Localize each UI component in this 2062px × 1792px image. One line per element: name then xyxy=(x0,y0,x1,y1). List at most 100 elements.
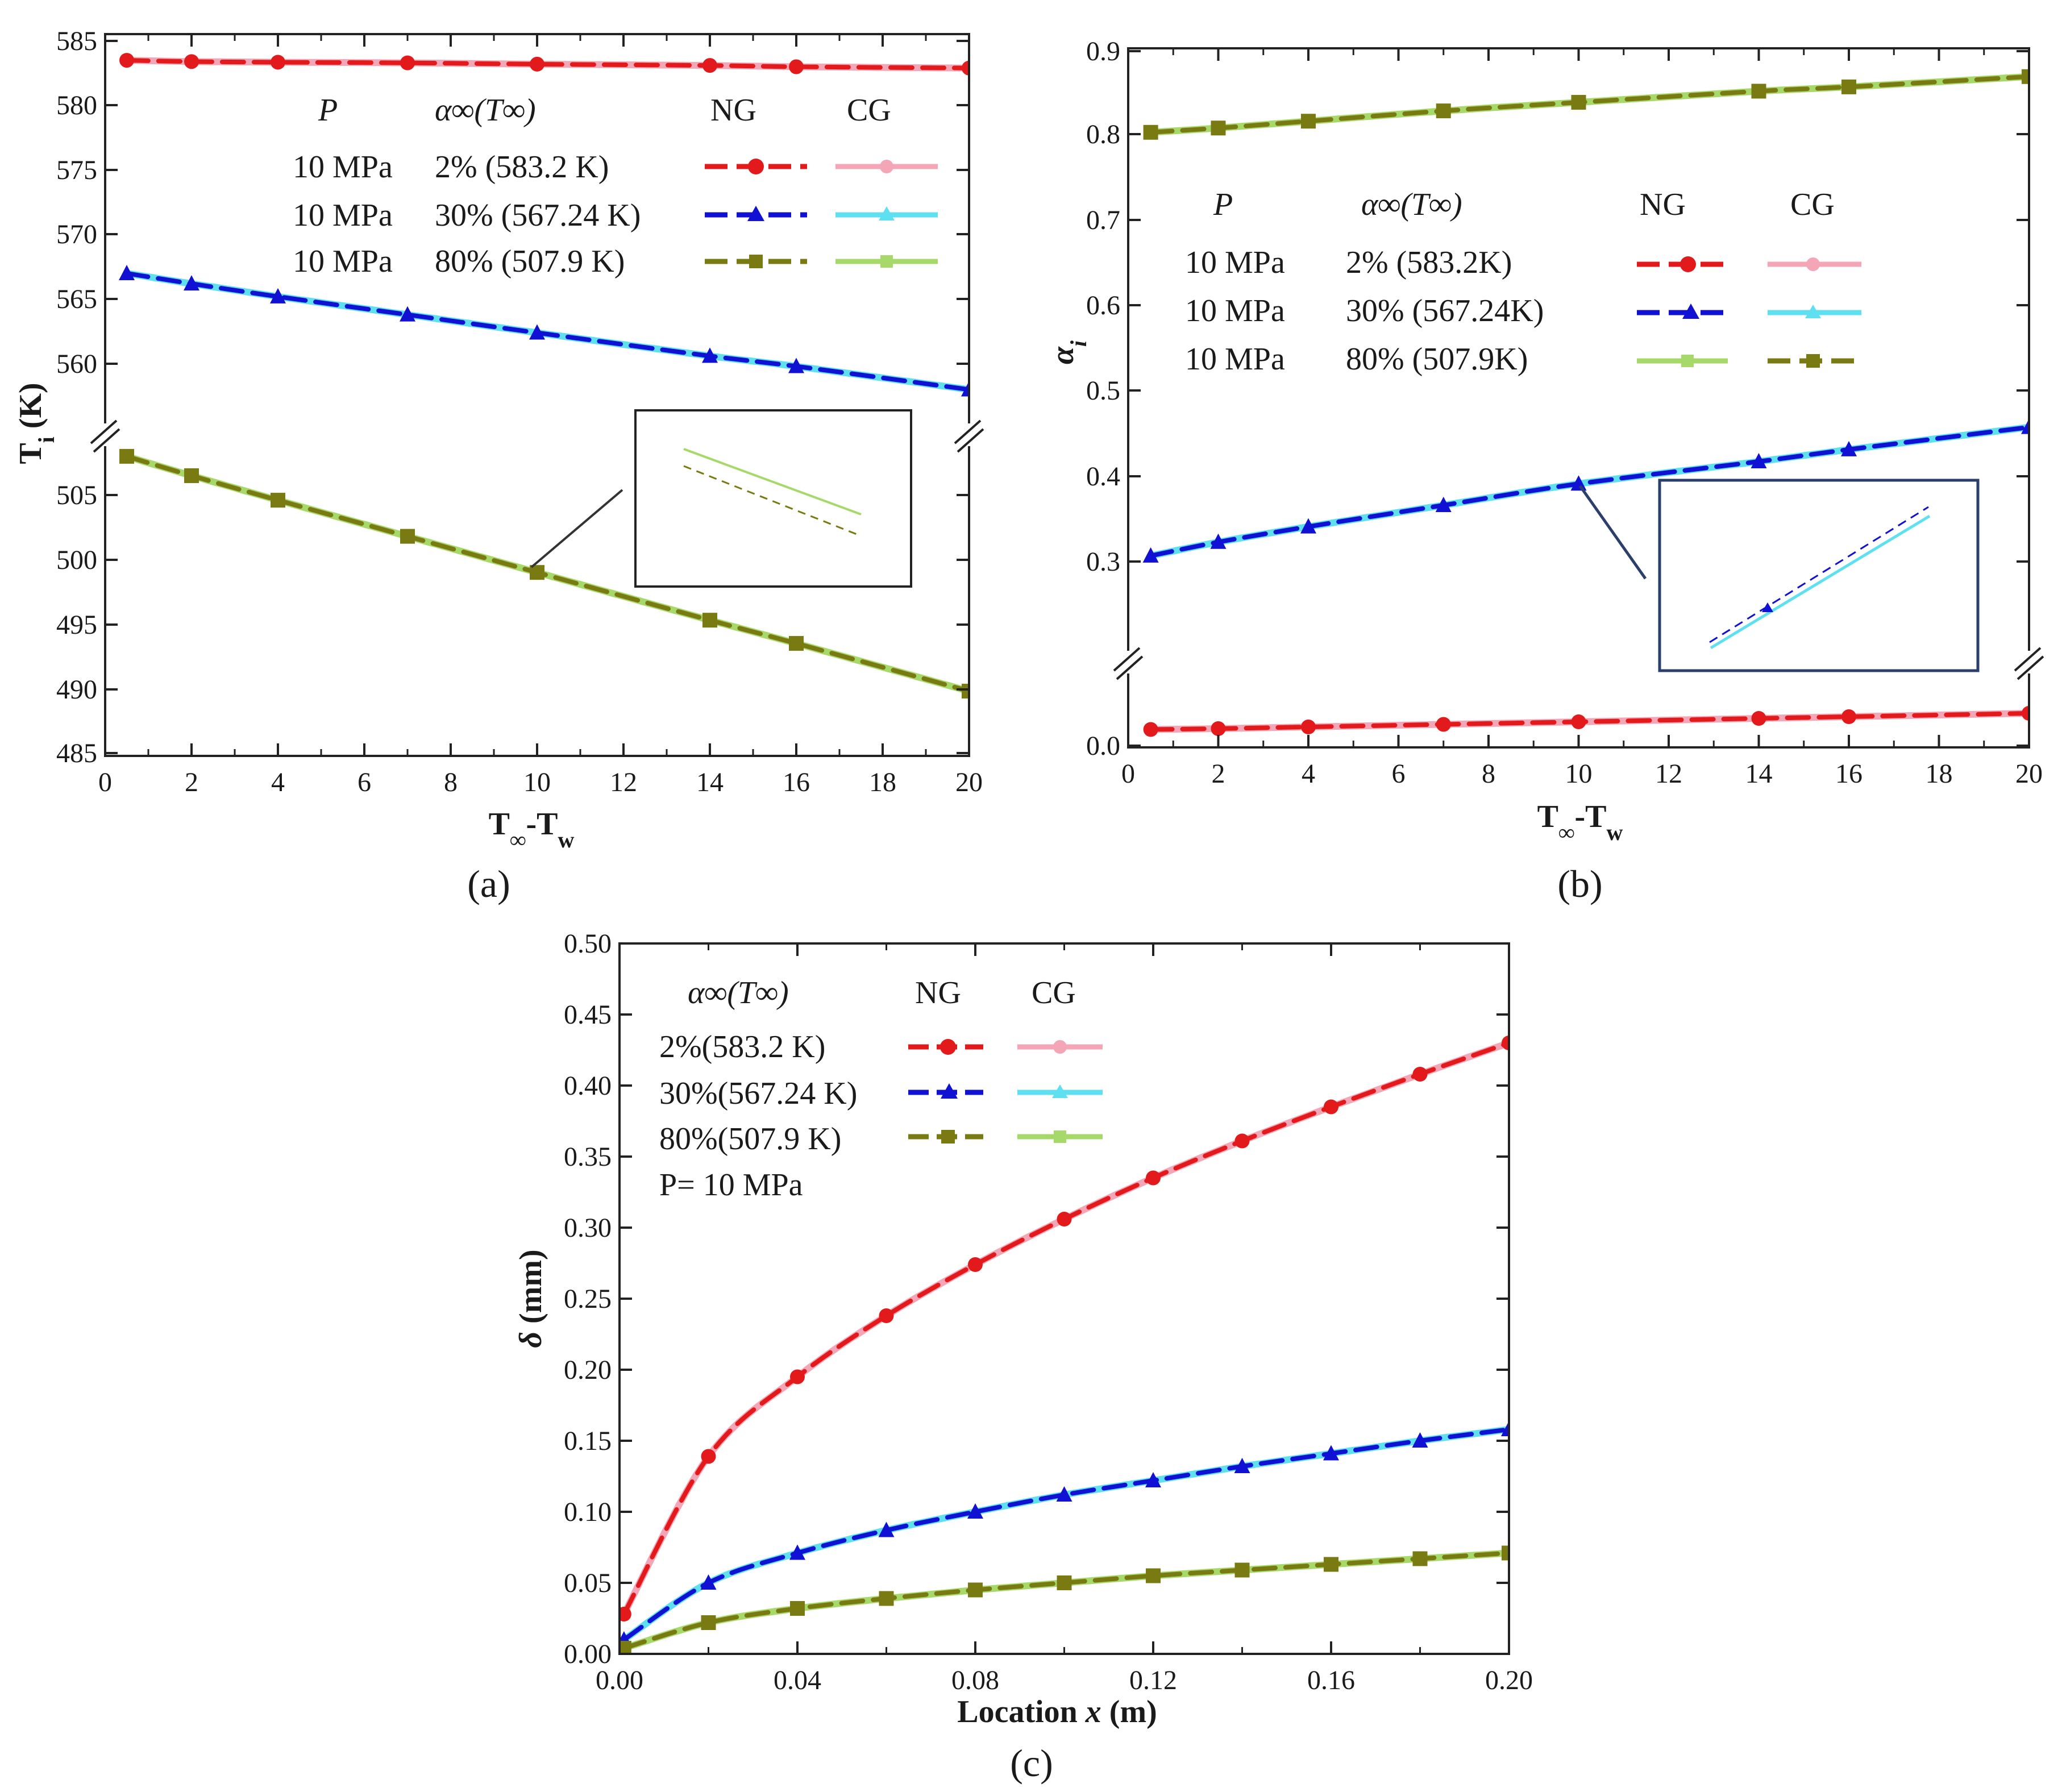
data-point-30pct-ng xyxy=(1300,518,1316,534)
y-tick-label: 495 xyxy=(56,610,97,640)
data-point-2pct-ng xyxy=(1324,1099,1338,1115)
panel-a-zoom-pointer xyxy=(530,489,623,568)
x-tick-label: 16 xyxy=(1835,759,1863,789)
data-point-30pct-ng xyxy=(2021,418,2029,434)
legend-a-row3-p: 10 MPa xyxy=(293,244,393,279)
legend-a-header-p: P xyxy=(318,93,338,128)
panel-c-ylabel: δ (mm) xyxy=(513,1249,548,1348)
legend-b-header-alpha: α∞(T∞) xyxy=(1361,187,1462,222)
panel-a-axis-break-left xyxy=(90,419,120,453)
x-tick-label: 4 xyxy=(1302,759,1315,789)
data-point-2pct-ng xyxy=(962,60,969,76)
data-point-80pct-ng xyxy=(1412,1551,1428,1566)
data-point-30pct-ng xyxy=(1145,1472,1161,1487)
y-tick-label: 0.3 xyxy=(1086,547,1120,577)
legend-b-2pct-ng-marker xyxy=(1680,256,1696,272)
panel-b-inset-ng-line xyxy=(1709,506,1929,643)
x-tick-label: 18 xyxy=(869,767,896,797)
data-point-2pct-ng xyxy=(789,59,804,74)
panel-b: 0 2 4 6 8 10 12 14 16 18 20 0.9 0.8 0.7 0.6 0.5 0.4 0.3 0.… xyxy=(1045,36,2044,905)
x-tick-label: 14 xyxy=(696,767,724,797)
data-point-2pct-ng xyxy=(1502,1036,1509,1050)
panel-a-ticks: 0 2 4 6 8 10 12 14 16 18 20 585 580 575 570 565 560 505 50… xyxy=(56,26,983,797)
legend-a-30pct-cg-marker xyxy=(879,206,895,221)
data-point-2pct-ng xyxy=(620,1607,631,1621)
data-point-80pct-ng xyxy=(271,493,285,508)
legend-b-row2-p: 10 MPa xyxy=(1185,293,1285,329)
data-point-80pct-ng xyxy=(1751,84,1766,99)
y-tick-label: 0.30 xyxy=(564,1213,612,1243)
legend-b-row3-p: 10 MPa xyxy=(1185,342,1285,377)
legend-a-row1-alpha: 2% (583.2 K) xyxy=(435,149,609,185)
y-tick-label: 0.25 xyxy=(564,1284,612,1314)
legend-c-2pct-ng-marker xyxy=(940,1039,956,1055)
y-tick-label: 0.0 xyxy=(1086,731,1120,761)
y-tick-label: 565 xyxy=(56,284,97,314)
data-point-2pct-ng xyxy=(1841,709,1856,724)
legend-c-header-cg: CG xyxy=(1032,975,1076,1011)
x-tick-label: 0.16 xyxy=(1307,1665,1355,1695)
y-tick-label: 0.6 xyxy=(1086,290,1120,321)
data-point-80pct-ng xyxy=(1502,1545,1509,1561)
data-point-2pct-ng xyxy=(790,1369,805,1384)
panel-b-ylabel: αi xyxy=(1045,340,1091,364)
y-tick-label: 485 xyxy=(56,738,97,768)
data-point-2pct-ng xyxy=(1412,1067,1428,1082)
legend-a-80pct-ng-marker xyxy=(749,255,763,268)
data-point-80pct-ng xyxy=(1324,1557,1338,1572)
panel-a-inset-ng-line xyxy=(683,465,862,537)
data-point-2pct-ng xyxy=(1436,717,1451,732)
x-tick-label: 12 xyxy=(1655,759,1682,789)
panel-b-ticks: 0 2 4 6 8 10 12 14 16 18 20 0.9 0.8 0.7 0.6 0.5 0.4 0.3 0.… xyxy=(1086,36,2043,789)
data-point-30pct-ng xyxy=(878,1521,895,1537)
data-point-2pct-ng xyxy=(1211,721,1226,736)
data-point-30pct-ng xyxy=(1210,533,1227,549)
panel-a: 0 2 4 6 8 10 12 14 16 18 20 585 580 575 570 565 560 505 50… xyxy=(13,26,984,905)
data-point-2pct-ng xyxy=(1146,1170,1161,1186)
data-point-80pct-ng xyxy=(1143,124,1158,140)
panel-b-legend: P α∞(T∞) NG CG 10 MPa 2% (583.2K) 10 MPa… xyxy=(1185,187,1861,377)
data-point-80pct-ng xyxy=(184,468,199,483)
x-tick-label: 0.20 xyxy=(1485,1665,1533,1695)
data-point-80pct-ng xyxy=(620,1641,631,1654)
panel-a-frame xyxy=(104,33,970,757)
data-point-2pct-ng xyxy=(702,58,717,73)
x-tick-label: 8 xyxy=(444,767,458,797)
data-point-30pct-ng xyxy=(529,324,545,340)
legend-a-header-cg: CG xyxy=(847,93,891,128)
x-tick-label: 20 xyxy=(955,767,983,797)
data-point-80pct-ng xyxy=(1436,103,1451,119)
legend-a-row2-alpha: 30% (567.24 K) xyxy=(435,198,641,233)
legend-b-80pct-second-marker xyxy=(1806,354,1820,368)
data-point-2pct-ng xyxy=(879,1308,894,1323)
panel-a-axis-break-right xyxy=(954,419,984,453)
panel-c-xlabel: Location x (m) xyxy=(957,1694,1157,1729)
y-tick-label: 0.4 xyxy=(1086,461,1120,492)
data-point-2pct-ng xyxy=(968,1257,983,1272)
panel-c: 0.00 0.04 0.08 0.12 0.16 0.20 0.00 0.05 0.10 0.15… xyxy=(513,929,1533,1785)
panel-b-xlabel: T∞-Tw xyxy=(1537,799,1623,845)
data-point-80pct-ng xyxy=(1301,114,1316,129)
panel-b-zoom-inset xyxy=(1578,479,1980,672)
x-tick-label: 0.00 xyxy=(596,1665,643,1695)
legend-a-2pct-cg-marker xyxy=(880,160,893,173)
legend-c-header-alpha: α∞(T∞) xyxy=(688,975,789,1011)
y-tick-label: 500 xyxy=(56,545,97,575)
x-tick-label: 20 xyxy=(2015,759,2043,789)
x-tick-label: 10 xyxy=(1565,759,1593,789)
data-point-80pct-ng xyxy=(790,1601,805,1616)
panel-b-axis-break-left xyxy=(1113,647,1144,680)
panel-c-legend: α∞(T∞) NG CG 2%(583.2 K) 30%(567.24 K) 8… xyxy=(659,975,1103,1203)
data-point-30pct-ng xyxy=(1570,475,1587,491)
panel-b-inset-triangle-marker xyxy=(1762,602,1773,612)
data-point-30pct-ng xyxy=(1056,1486,1072,1502)
data-point-2pct-ng xyxy=(1057,1212,1072,1226)
y-tick-label: 0.5 xyxy=(1086,376,1120,406)
legend-a-row2-p: 10 MPa xyxy=(293,198,393,233)
panel-b-series xyxy=(1142,69,2029,737)
y-tick-label: 0.9 xyxy=(1086,36,1120,66)
data-point-30pct-ng xyxy=(1501,1421,1509,1436)
series-line-30pct-ng xyxy=(621,1427,1509,1642)
legend-c-row1-alpha: 2%(583.2 K) xyxy=(659,1029,825,1065)
data-point-2pct-ng xyxy=(1234,1133,1250,1149)
